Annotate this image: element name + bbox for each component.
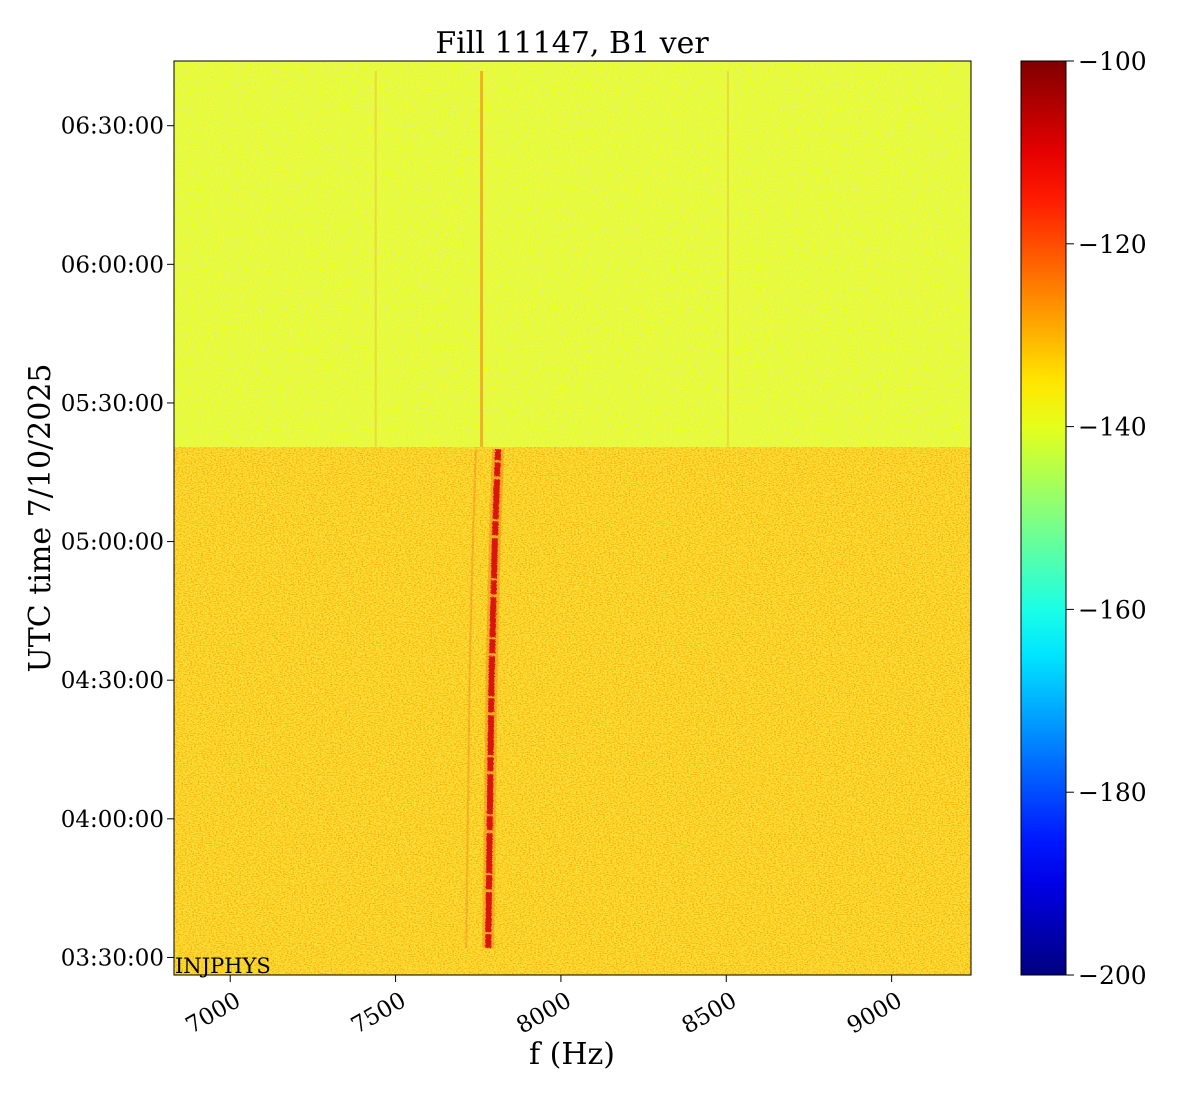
- y-tick-label: 04:30:00: [61, 668, 164, 694]
- chart-title: Fill 11147, B1 ver: [435, 26, 709, 61]
- colorbar-tick-label: −160: [1078, 595, 1147, 624]
- y-tick-label: 04:00:00: [61, 807, 164, 833]
- colorbar-tick-label: −200: [1078, 961, 1147, 990]
- x-tick-label: 8500: [678, 988, 742, 1040]
- y-tick-label: 06:30:00: [61, 114, 164, 140]
- colorbar-tick-label: −120: [1078, 230, 1147, 259]
- y-tick-label: 06:00:00: [61, 252, 164, 278]
- x-axis-label: f (Hz): [529, 1037, 615, 1072]
- y-axis: 03:30:00 04:00:00 04:30:00 05:00:00 05:30:00…: [61, 114, 174, 971]
- x-axis: 7000 7500 8000 8500 9000: [182, 975, 907, 1039]
- colorbar: −100 −120 −140 −160 −180 −200: [1020, 47, 1147, 990]
- plot-area: INJPHYS: [173, 60, 972, 978]
- colorbar-scale: [1020, 60, 1067, 976]
- plot-frame: [173, 60, 972, 976]
- tune-line-core: [485, 448, 502, 949]
- x-tick-label: 8000: [512, 988, 576, 1040]
- faint-lines: [374, 71, 729, 447]
- colorbar-tick-label: −180: [1078, 778, 1147, 807]
- y-axis-label: UTC time 7/10/2025: [23, 364, 58, 673]
- lower-band-noise: [174, 446, 971, 975]
- colorbar-tick-label: −140: [1078, 413, 1147, 442]
- x-tick-label: 9000: [843, 988, 907, 1040]
- x-tick-label: 7500: [347, 988, 411, 1040]
- x-tick-label: 7000: [182, 988, 246, 1040]
- injphys-annotation: INJPHYS: [175, 954, 271, 978]
- y-tick-label: 03:30:00: [61, 945, 164, 971]
- y-tick-label: 05:30:00: [61, 391, 164, 417]
- upper-band-noise: [174, 61, 971, 447]
- tune-line: [465, 448, 505, 949]
- y-tick-label: 05:00:00: [61, 530, 164, 556]
- colorbar-tick-label: −100: [1078, 47, 1147, 76]
- tune-sideband: [465, 449, 478, 949]
